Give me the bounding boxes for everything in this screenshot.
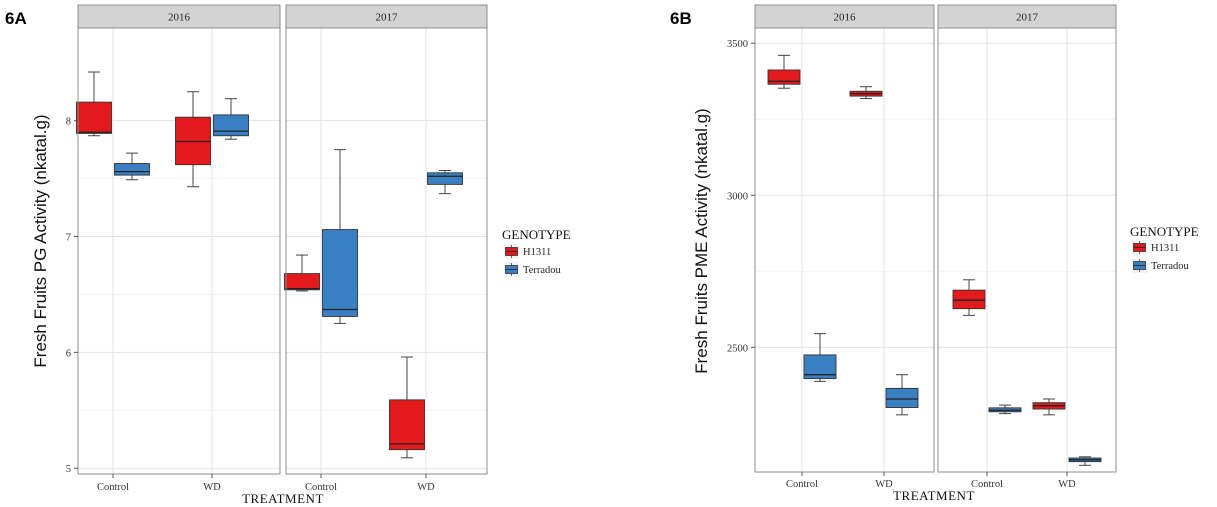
box-terradou-control: [803, 333, 837, 382]
x-tick-label: WD: [203, 482, 221, 493]
x-axis-title: TREATMENT: [893, 488, 975, 503]
x-tick-label: WD: [875, 479, 893, 490]
box-h1311-wd: [389, 356, 425, 459]
plot-background: [938, 28, 1116, 472]
box-h1311-wd: [1032, 398, 1066, 416]
y-tick-label: 6: [66, 348, 71, 359]
box-terradou-control: [114, 152, 150, 181]
box-terradou-wd: [1068, 456, 1102, 466]
box-iqr: [213, 114, 249, 137]
box-h1311-wd: [849, 86, 883, 100]
x-tick-label: WD: [1058, 479, 1076, 490]
x-tick-label: WD: [417, 482, 435, 493]
x-tick-label: Control: [971, 479, 1003, 490]
legend-item-h1311: H1311: [1132, 240, 1179, 255]
y-tick-label: 3000: [727, 191, 748, 202]
panel-label: 6A: [5, 9, 27, 28]
plot-background: [78, 28, 280, 474]
facet-2017: 2017 Control WD: [284, 4, 488, 493]
x-tick-label: Control: [97, 482, 129, 493]
y-tick-label: 5: [66, 464, 71, 475]
box-iqr: [114, 163, 150, 176]
facet-2017: 2017 Control WD: [937, 4, 1117, 490]
box-iqr: [767, 69, 801, 85]
facet-strip-label: 2016: [168, 12, 191, 24]
box-iqr: [284, 273, 320, 291]
facet-2016: 2016 Control WD: [754, 4, 935, 490]
legend: GENOTYPE H1311 Terradou: [502, 227, 571, 277]
legend-title: GENOTYPE: [1130, 224, 1199, 239]
panel-border: [754, 27, 935, 473]
y-axis-title: Fresh Fruits PG Activity (nkatal.g): [31, 114, 50, 367]
x-tick-label: Control: [305, 482, 337, 493]
x-tick-label: Control: [786, 479, 818, 490]
legend-item-terradou: Terradou: [504, 262, 561, 277]
chart-panel-6a: 6A 2016 Control WD 2017 Control WD 5 6 7 8 TREATMEN…: [5, 4, 571, 506]
legend-label: H1311: [523, 247, 551, 258]
box-h1311-control: [284, 254, 320, 292]
facet-strip-label: 2016: [834, 12, 857, 24]
x-axis-title: TREATMENT: [242, 491, 324, 506]
legend-label: Terradou: [1151, 261, 1189, 272]
box-iqr: [885, 387, 919, 408]
box-h1311-control: [952, 279, 986, 316]
panel-label: 6B: [670, 9, 692, 28]
legend-title: GENOTYPE: [502, 227, 571, 242]
facet-strip-label: 2017: [376, 12, 399, 24]
box-terradou-wd: [427, 169, 463, 195]
box-h1311-control: [76, 71, 112, 137]
box-iqr: [952, 289, 986, 310]
box-iqr: [76, 101, 112, 134]
box-iqr: [427, 172, 463, 185]
panel-border: [285, 27, 488, 475]
y-tick-label: 3500: [727, 39, 748, 50]
box-h1311-control: [767, 54, 801, 89]
facet-2016: 2016 Control WD: [76, 4, 281, 493]
box-terradou-wd: [213, 98, 249, 140]
legend-label: H1311: [1151, 243, 1179, 254]
chart-panel-6b: 6B 2016 Control WD 2017 Control WD 2500 3000 3500…: [670, 4, 1199, 503]
y-axis-title: Fresh Fruits PME Activity (nkatal.g): [692, 108, 711, 373]
box-terradou-wd: [885, 374, 919, 416]
box-terradou-control: [988, 404, 1022, 415]
box-iqr: [389, 399, 425, 451]
panel-border: [937, 27, 1117, 473]
legend-label: Terradou: [523, 265, 561, 276]
box-iqr: [322, 229, 358, 317]
panel-border: [77, 27, 281, 475]
box-h1311-wd: [175, 91, 211, 188]
y-tick-label: 8: [66, 117, 71, 128]
facet-strip-label: 2017: [1016, 12, 1039, 24]
legend-item-h1311: H1311: [504, 244, 551, 259]
legend-item-terradou: Terradou: [1132, 258, 1189, 273]
legend: GENOTYPE H1311 Terradou: [1130, 224, 1199, 273]
box-iqr: [803, 354, 837, 380]
y-tick-label: 7: [66, 233, 71, 244]
y-tick-label: 2500: [727, 343, 748, 354]
box-terradou-control: [322, 149, 358, 324]
plot-background: [286, 28, 487, 474]
